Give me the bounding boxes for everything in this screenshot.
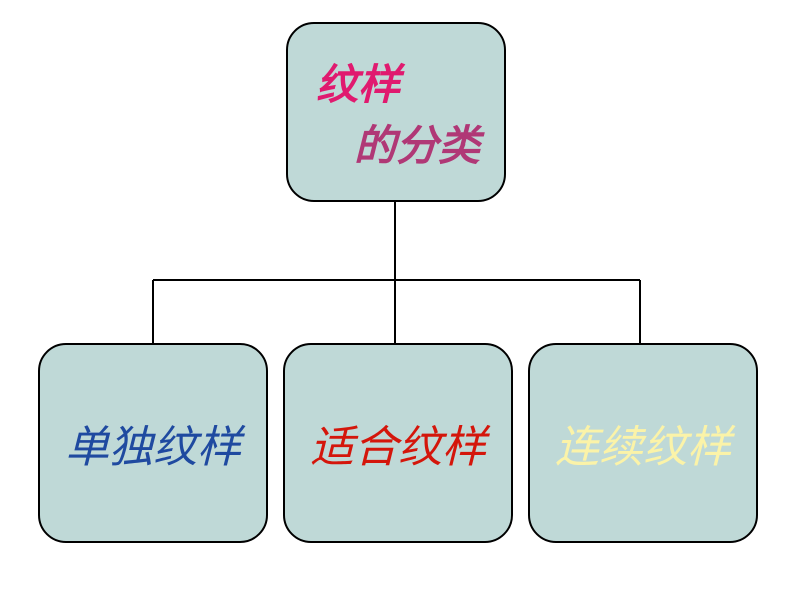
- root-title-line1: 纹样: [316, 51, 400, 112]
- child-label: 适合纹样: [310, 411, 486, 475]
- child-node-single: 单独纹样: [38, 343, 268, 543]
- child-node-continuous: 连续纹样: [528, 343, 758, 543]
- child-node-fit: 适合纹样: [283, 343, 513, 543]
- root-node: 纹样 的分类: [286, 22, 506, 202]
- child-label: 单独纹样: [65, 411, 241, 475]
- root-title-line2: 的分类: [354, 112, 480, 173]
- child-label: 连续纹样: [555, 411, 731, 475]
